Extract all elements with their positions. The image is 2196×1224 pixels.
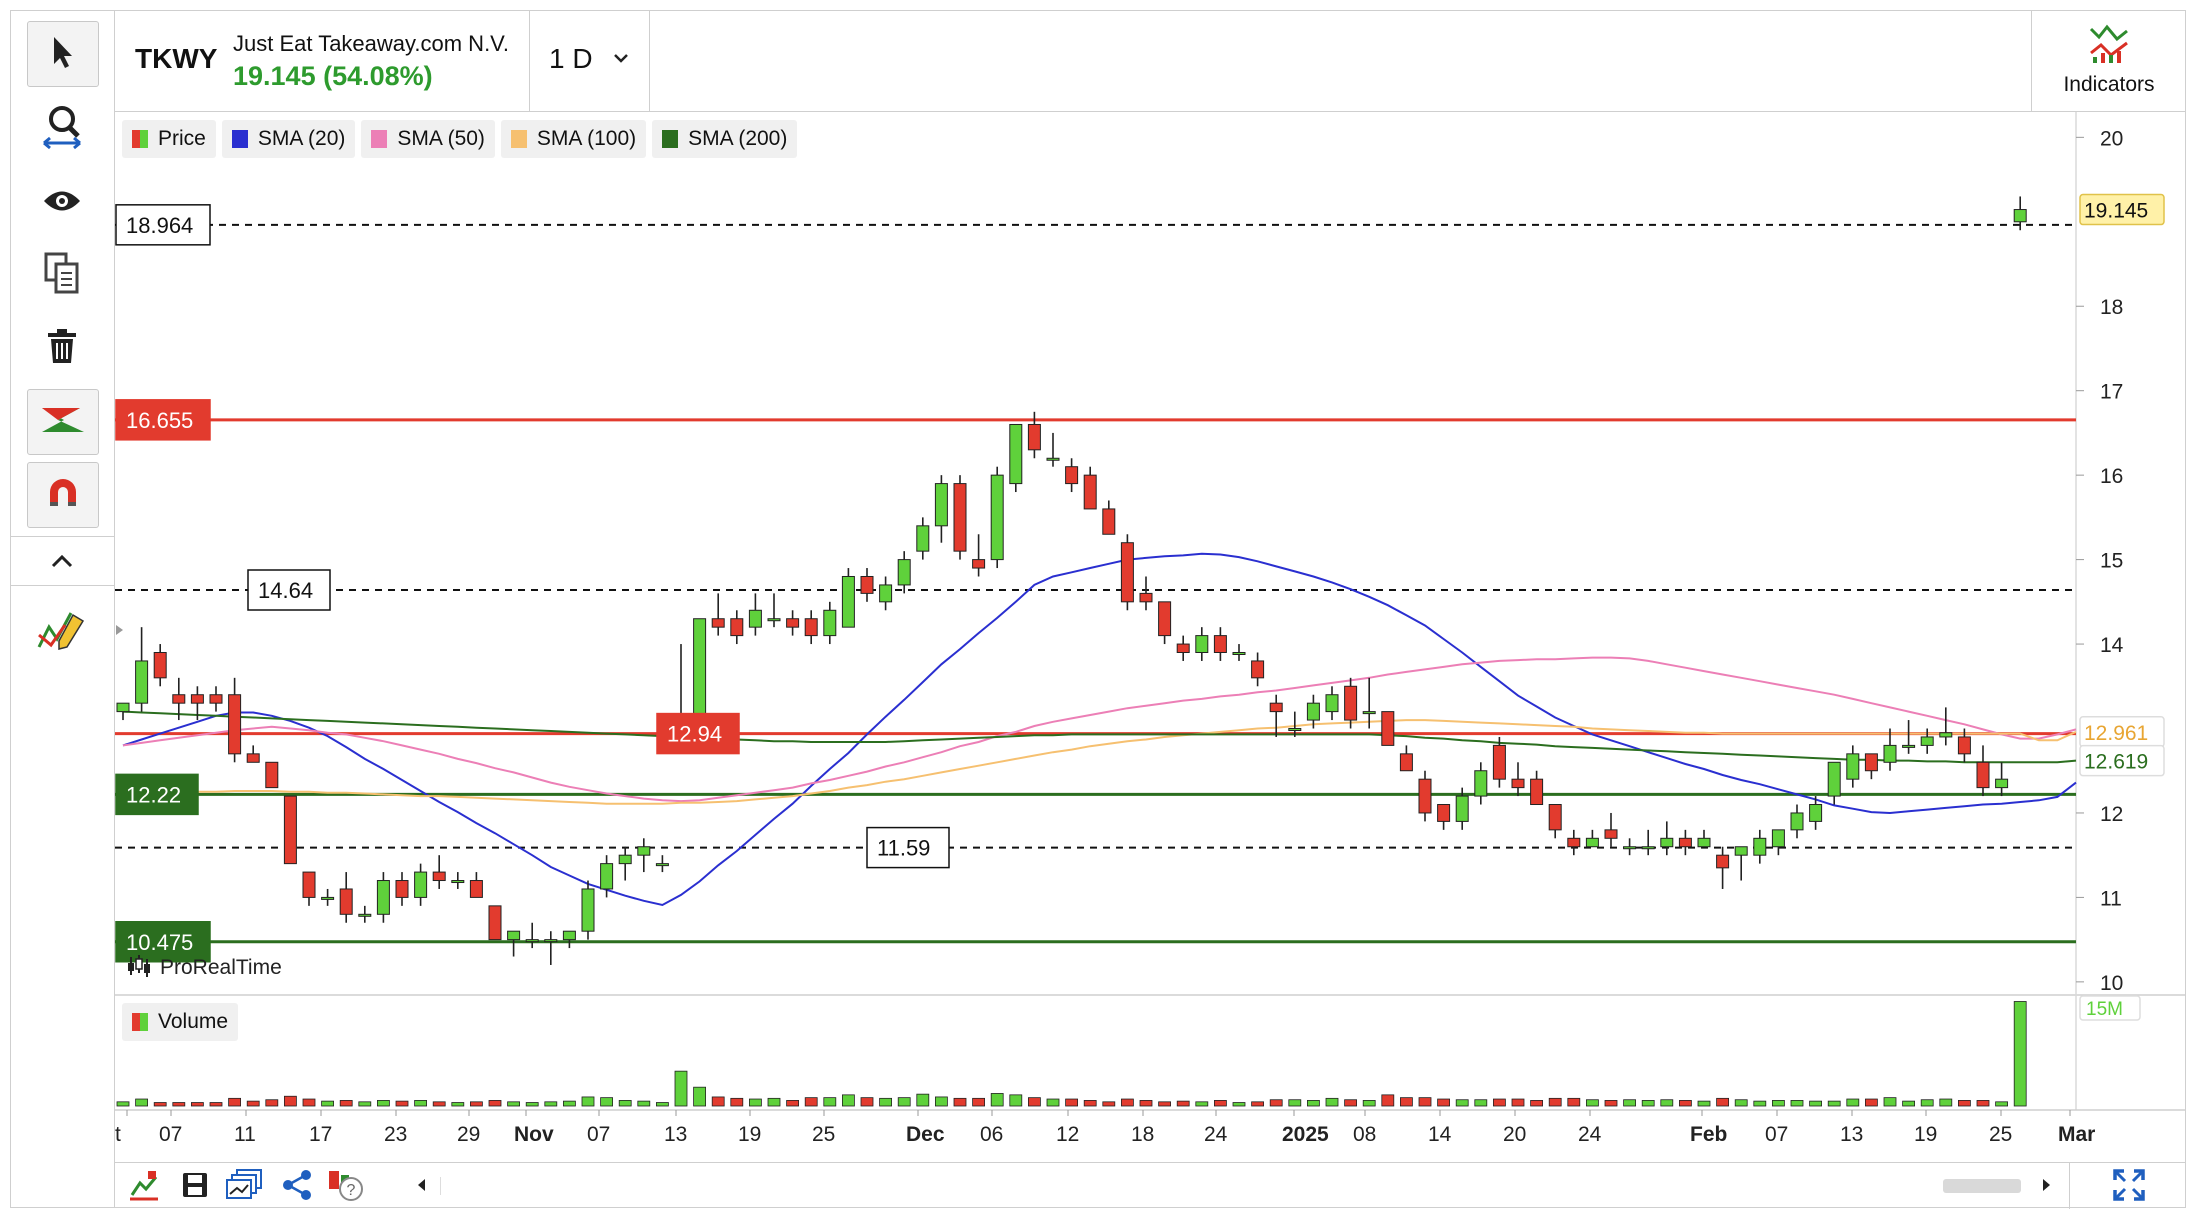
svg-text:?: ? [347, 1182, 356, 1199]
sma-200-swatch-icon [662, 130, 679, 148]
timeframe-selector[interactable]: 1 D [549, 43, 593, 74]
drawing-tools-button[interactable] [27, 599, 97, 663]
collapse-toolbar-button[interactable] [27, 541, 97, 585]
candles-logo-icon [126, 951, 154, 985]
save-button[interactable] [177, 1169, 213, 1205]
share-button[interactable] [279, 1169, 315, 1205]
chart-add-icon [128, 1169, 162, 1206]
caret-right-icon [2041, 1177, 2053, 1198]
price-change: 19.145 (54.08%) [233, 61, 433, 91]
magnet-button[interactable] [27, 462, 99, 528]
trend-tool-button[interactable] [27, 389, 99, 455]
magnifier-icon [40, 101, 84, 156]
delete-button[interactable] [27, 316, 97, 380]
chart-legend: Price SMA (20) SMA (50) SMA (100) SMA (2… [122, 120, 798, 158]
expand-arrows-icon [2112, 1168, 2146, 1207]
symbol-ticker[interactable]: TKWY [135, 43, 218, 74]
bottom-toolbar: ? [115, 1162, 2186, 1209]
expand-drawing-menu-icon[interactable] [115, 623, 125, 641]
legend-volume[interactable]: Volume [122, 1003, 239, 1041]
scroll-left-button[interactable] [403, 1169, 439, 1205]
trend-arrows-icon [40, 402, 86, 443]
price-swatch-icon [132, 130, 148, 148]
legend-sma-200[interactable]: SMA (200) [652, 120, 798, 158]
sma-20-swatch-icon [231, 130, 248, 148]
legend-sma-50[interactable]: SMA (50) [361, 120, 495, 158]
legend-sma-20[interactable]: SMA (20) [221, 120, 356, 158]
scrollbar-thumb[interactable] [1943, 1179, 2021, 1193]
legend-sma-100[interactable]: SMA (100) [500, 120, 647, 158]
watermark: ProRealTime [126, 951, 282, 985]
help-button[interactable]: ? [327, 1169, 363, 1205]
zoom-tool-button[interactable] [27, 96, 97, 160]
sma-50-swatch-icon [371, 130, 388, 148]
indicators-icon [2087, 23, 2131, 70]
fullscreen-button[interactable] [2111, 1168, 2147, 1207]
trash-icon [45, 327, 79, 370]
chart-header: TKWY Just Eat Takeaway.com N.V. 19.145 (… [115, 11, 2186, 112]
layouts-button[interactable] [225, 1168, 265, 1207]
volume-legend: Volume [122, 1003, 239, 1041]
indicators-button[interactable]: Indicators [2031, 11, 2186, 111]
copy-document-icon [43, 251, 81, 300]
indicators-label: Indicators [2063, 73, 2155, 96]
add-instrument-button[interactable] [127, 1169, 163, 1205]
legend-price[interactable]: Price [122, 120, 216, 158]
left-toolbar [11, 11, 123, 1207]
drawing-pencil-icon [35, 605, 89, 658]
company-name: Just Eat Takeaway.com N.V. [233, 31, 509, 56]
floppy-disk-icon [181, 1171, 209, 1204]
caret-left-icon [415, 1177, 427, 1198]
share-icon [281, 1169, 313, 1206]
help-question-icon: ? [325, 1167, 365, 1208]
magnet-icon [46, 476, 80, 515]
chevron-down-icon[interactable] [613, 51, 629, 69]
pointer-tool-button[interactable] [27, 21, 99, 87]
duplicate-button[interactable] [27, 243, 97, 307]
chevron-up-icon [50, 553, 74, 574]
app-frame [10, 10, 2186, 1208]
visibility-button[interactable] [27, 171, 97, 235]
scroll-right-button[interactable] [2029, 1169, 2065, 1205]
stacked-windows-icon [225, 1168, 265, 1207]
volume-swatch-icon [132, 1013, 148, 1031]
sma-100-swatch-icon [510, 130, 527, 148]
cursor-arrow-icon [48, 34, 78, 75]
eye-icon [42, 188, 82, 219]
